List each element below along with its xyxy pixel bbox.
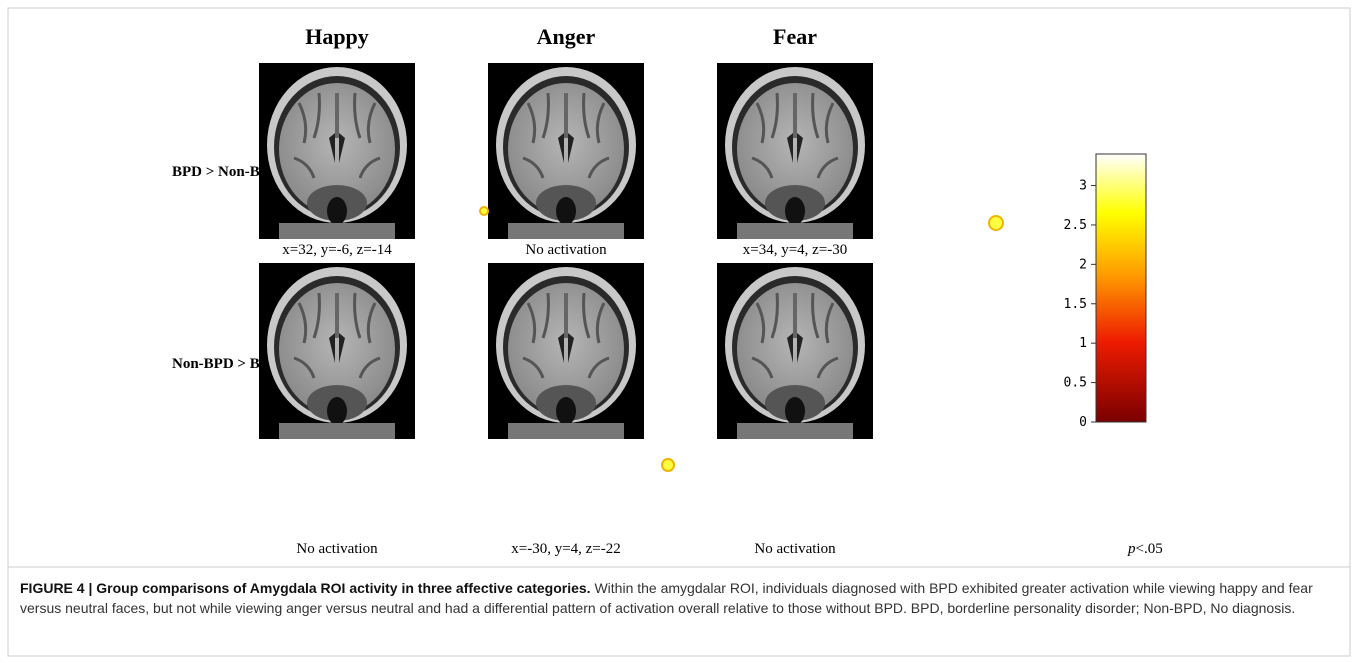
brain-panel: [488, 263, 644, 439]
brain-panel: [717, 63, 873, 239]
colorbar-tick-label: 0.5: [1064, 376, 1087, 391]
panel-caption: No activation: [754, 541, 836, 557]
brain-image: [259, 263, 415, 439]
brain-panel: [488, 63, 644, 239]
panel-caption: x=-30, y=4, z=-22: [511, 541, 621, 557]
colorbar-tick-label: 1.5: [1064, 297, 1087, 312]
activation-blob: [663, 460, 673, 470]
column-header: Happy: [305, 24, 369, 49]
colorbar-tick-label: 1: [1079, 336, 1087, 351]
colorbar-tick-label: 2: [1079, 257, 1087, 272]
brain-panel: [259, 263, 415, 439]
brain-image: [717, 63, 873, 239]
significance: p<.05: [1127, 541, 1163, 557]
brain-image: [488, 63, 644, 239]
brain-panel: [259, 63, 415, 239]
panel-caption: x=34, y=4, z=-30: [743, 242, 848, 258]
significance-threshold: <.05: [1136, 541, 1163, 557]
panel-caption: x=32, y=-6, z=-14: [282, 242, 392, 258]
brain-image: [717, 263, 873, 439]
activation-blob: [990, 217, 1002, 229]
column-header: Fear: [773, 24, 817, 49]
activation-blob: [481, 208, 487, 214]
colorbar-tick-label: 0: [1079, 415, 1087, 430]
caption-label: FIGURE 4 | Group comparisons of Amygdala…: [20, 580, 591, 596]
brain-image: [259, 63, 415, 239]
caption: FIGURE 4 | Group comparisons of Amygdala…: [20, 578, 1340, 618]
frame: [8, 8, 1350, 656]
colorbar: [1096, 154, 1146, 422]
panel-caption: No activation: [296, 541, 378, 557]
colorbar-tick-label: 3: [1079, 179, 1087, 194]
panel-caption: No activation: [525, 242, 607, 258]
colorbar-tick-label: 2.5: [1064, 218, 1087, 233]
column-header: Anger: [537, 24, 596, 49]
figure: HappyAngerFearBPD > Non-BPDx=32, y=-6, z…: [0, 0, 1358, 663]
brain-image: [488, 263, 644, 439]
page: HappyAngerFearBPD > Non-BPDx=32, y=-6, z…: [0, 0, 1358, 663]
brain-panel: [717, 263, 873, 439]
